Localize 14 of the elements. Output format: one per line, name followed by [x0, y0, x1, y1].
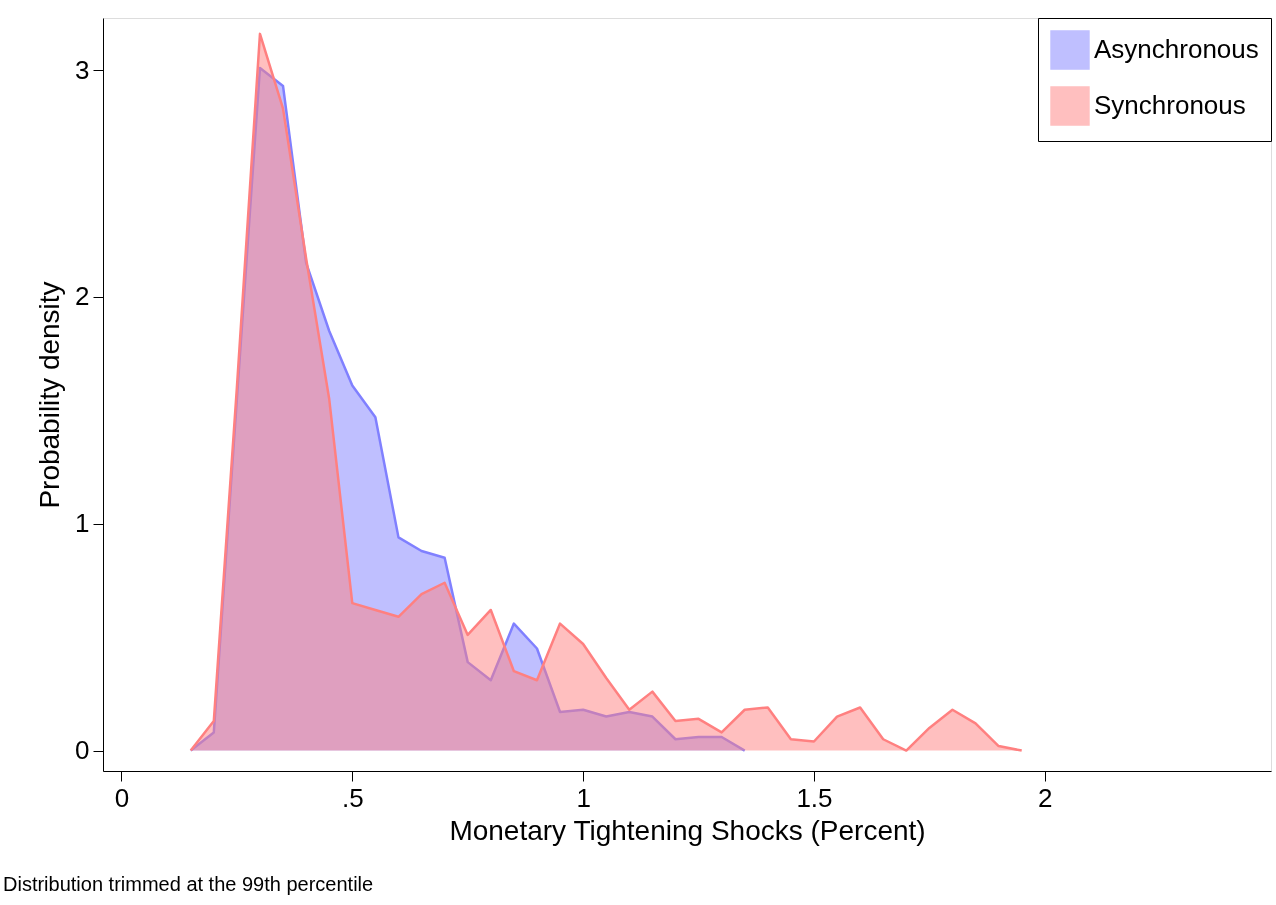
legend-label: Asynchronous: [1094, 34, 1259, 64]
y-axis-title: Probability density: [34, 281, 66, 509]
legend-label: Synchronous: [1094, 90, 1246, 120]
y-tick-label: 2: [75, 281, 90, 312]
y-tick-label: 0: [75, 735, 90, 766]
text: Distribution trimmed at the 99th percentile: [3, 873, 374, 895]
y-tick-label: 1: [75, 508, 90, 539]
x-tick-label: 1: [576, 782, 591, 813]
y-tick-label: 3: [75, 54, 90, 85]
x-tick-label: 2: [1038, 782, 1053, 813]
x-tick-label: 0: [114, 782, 130, 813]
x-tick-label: .5: [341, 782, 364, 813]
x-tick-label: 1.5: [796, 782, 833, 813]
x-axis-title: Monetary Tightening Shocks (Percent): [449, 814, 926, 846]
